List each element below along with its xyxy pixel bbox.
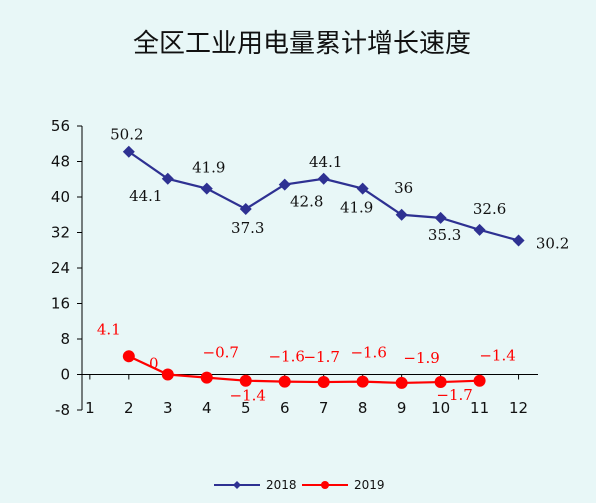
data-label-2018: 50.2 [110, 126, 143, 144]
data-point-2018 [317, 172, 330, 185]
x-tick-label: 9 [397, 399, 407, 417]
y-tick-label: 32 [51, 224, 70, 242]
chart-title: 全区工业用电量累计增长速度 [133, 29, 471, 59]
data-label-2019: −1.7 [436, 386, 472, 404]
y-tick-label: 56 [51, 117, 70, 135]
data-label-2019: 4.1 [97, 320, 121, 338]
x-tick-label: 2 [124, 399, 134, 417]
y-tick-label: 8 [60, 330, 70, 348]
x-tick-label: 10 [431, 399, 450, 417]
data-point-2018 [278, 178, 291, 191]
data-point-2019 [434, 376, 447, 389]
data-label-2019: −1.7 [303, 348, 339, 366]
data-label-2018: 30.2 [536, 234, 569, 252]
x-tick-label: 3 [163, 399, 173, 417]
x-tick-label: 12 [509, 399, 528, 417]
legend-label-2019: 2019 [354, 478, 385, 492]
x-tick-label: 4 [202, 399, 212, 417]
data-label-2018: 36 [394, 179, 413, 197]
data-point-2018 [200, 182, 213, 195]
data-label-2019: −1.6 [350, 344, 386, 362]
data-label-2019: −1.4 [479, 347, 515, 365]
data-label-2019: −0.7 [203, 344, 239, 362]
data-point-2019 [122, 350, 135, 363]
x-tick-label: 7 [319, 399, 329, 417]
data-label-2019: 0 [149, 355, 159, 373]
data-label-2018: 32.6 [473, 200, 506, 218]
y-tick-label: -8 [55, 401, 70, 419]
data-label-2019: −1.9 [403, 349, 439, 367]
data-label-2018: 35.3 [428, 226, 461, 244]
x-tick-label: 5 [241, 399, 251, 417]
data-point-2018 [239, 202, 252, 215]
data-point-2019 [473, 374, 486, 387]
data-point-2018 [395, 208, 408, 221]
y-tick-label: 24 [51, 259, 70, 277]
series-line-2019 [128, 355, 480, 385]
data-point-2019 [200, 371, 213, 384]
data-label-2019: −1.4 [230, 387, 266, 405]
x-tick-label: 1 [85, 399, 95, 417]
data-point-2019 [239, 374, 252, 387]
data-label-2018: 41.9 [192, 159, 225, 177]
data-point-2019 [395, 376, 408, 389]
data-point-2018 [122, 145, 135, 158]
data-label-2018: 42.8 [290, 193, 323, 211]
data-label-2018: 44.1 [309, 153, 342, 171]
data-point-2019 [317, 376, 330, 389]
data-label-2018: 37.3 [231, 219, 264, 237]
data-point-2018 [161, 172, 174, 185]
legend-marker-2018 [233, 481, 241, 489]
y-tick-label: 16 [51, 295, 70, 313]
data-label-2018: 41.9 [340, 199, 373, 217]
y-tick-label: 48 [51, 153, 70, 171]
data-point-2018 [473, 223, 486, 236]
x-tick-label: 6 [280, 399, 290, 417]
x-tick-label: 11 [470, 399, 489, 417]
data-point-2018 [434, 211, 447, 224]
data-point-2019 [356, 375, 369, 388]
y-tick-label: 0 [60, 366, 70, 384]
x-tick-label: 8 [358, 399, 368, 417]
data-point-2018 [512, 234, 525, 247]
data-point-2019 [278, 375, 291, 388]
legend-marker-2019 [321, 481, 329, 489]
data-label-2019: −1.6 [268, 348, 304, 366]
data-point-2018 [356, 182, 369, 195]
data-label-2018: 44.1 [129, 187, 162, 205]
data-point-2019 [161, 368, 174, 381]
y-tick-label: 40 [51, 188, 70, 206]
legend-label-2018: 2018 [266, 478, 297, 492]
